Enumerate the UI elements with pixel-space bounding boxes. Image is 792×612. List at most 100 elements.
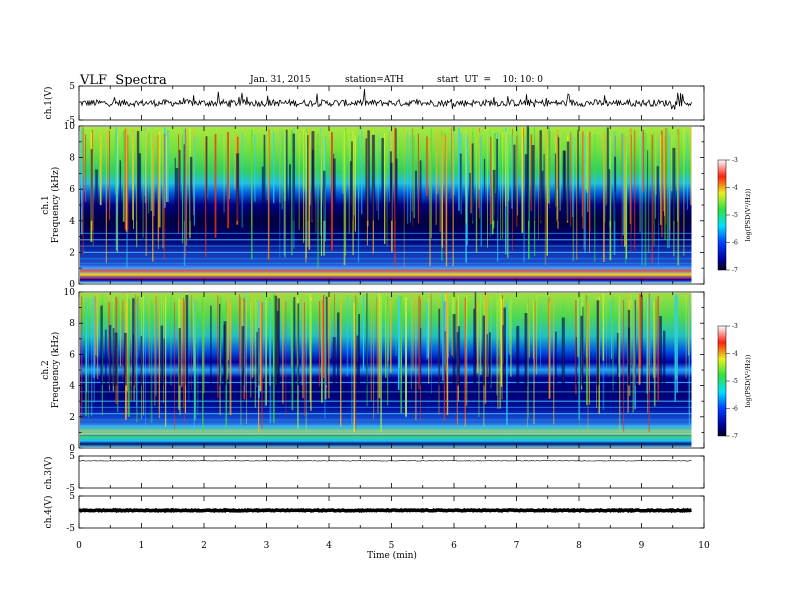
ch2-spectrogram-streak	[400, 295, 402, 414]
ch1-spectrogram-streak	[331, 131, 333, 253]
ch2-spectrogram-channel-label: ch.2	[41, 360, 51, 379]
ch2-spectrogram-streak	[197, 300, 199, 416]
ch2-spectrogram-streak	[272, 294, 275, 423]
ch2-spectrogram-streak	[302, 296, 304, 399]
ch2-spectrogram-streak	[427, 302, 429, 358]
ch1-spectrogram-streak	[266, 129, 268, 200]
ch1-spectrogram-streak	[145, 130, 148, 256]
ch2-spectrogram-streak	[653, 302, 655, 379]
ch1-spectrogram-gap	[351, 141, 353, 221]
ch1-spectrogram-streak	[321, 134, 323, 206]
ch2-spectrogram-streak	[93, 297, 95, 379]
ch1-spectrogram-streak	[163, 133, 166, 260]
ch1-spectrogram-band	[80, 262, 692, 265]
ch1-spectrogram-gap	[562, 150, 566, 221]
ch2-spectrogram-streak	[650, 295, 652, 366]
x-tick-label: 0	[76, 541, 82, 551]
ch1-spectrogram-streak	[358, 136, 360, 200]
ch1-spectrogram-streak	[651, 134, 653, 263]
ch2-spectrogram-streak	[94, 296, 96, 365]
ch1-spectrogram-background	[80, 127, 692, 283]
ch2-spectrogram-streak	[553, 294, 555, 425]
ch1-spectrogram-streak	[185, 128, 187, 258]
ch2-spectrogram-streak	[91, 298, 93, 417]
ch1-spectrogram-streak	[127, 135, 129, 235]
ch1-spectrogram-streak	[185, 134, 188, 247]
ch2-spectrogram-streak	[418, 295, 420, 390]
ch2-spectrogram-streak	[181, 298, 183, 388]
ch1-spectrogram-streak	[207, 131, 209, 199]
ch1-spectrogram-streak	[153, 135, 155, 217]
ch2-spectrogram-streak	[385, 300, 387, 378]
ch1-spectrogram-streak	[193, 136, 195, 226]
ch1-spectrogram-gap	[311, 149, 314, 221]
ch4-ylabel: ch.4(V)	[43, 496, 54, 529]
ch2-spectrogram-streak	[378, 293, 381, 399]
ch1-spectrogram-colorbar-tick-label: -5	[732, 212, 738, 219]
ch1-spectrogram-streak	[436, 134, 438, 195]
ch1-spectrogram-band	[80, 258, 692, 260]
ch2-spectrogram-streak	[497, 299, 499, 409]
ch1-spectrogram-streak	[308, 128, 311, 250]
ch2-spectrogram-streak	[353, 302, 355, 433]
ch1-spectrogram-streak	[125, 129, 128, 232]
ch1-spectrogram-colorbar-tick-label: -7	[732, 267, 738, 274]
ch2-spectrogram-ytick-label: 10	[64, 288, 76, 298]
ch1-spectrogram-streak	[544, 130, 547, 265]
ch1-spectrogram-streak	[517, 127, 518, 216]
ch1-spectrogram-gap	[524, 154, 528, 221]
ch1-spectrogram-streak	[157, 133, 160, 250]
ch1-spectrogram-streak	[690, 128, 692, 206]
ch2-spectrogram-gap	[223, 321, 227, 386]
ch1-spectrogram-streak	[660, 135, 662, 225]
ch2-spectrogram-streak	[194, 296, 196, 373]
ch1-spectrogram-streak	[99, 134, 102, 194]
ch1-spectrogram-streak	[144, 127, 147, 197]
ch2-spectrogram-gap	[185, 295, 189, 386]
ch1-spectrogram-streak	[604, 128, 606, 223]
ch1-spectrogram-streak	[268, 128, 270, 262]
ch1-spectrogram-streak	[394, 127, 396, 267]
ch2-spectrogram-gap	[100, 305, 103, 386]
ch2-spectrogram-band	[80, 425, 692, 427]
ch1-spectrogram-streak	[511, 134, 513, 209]
ch2-spectrogram-streak	[405, 297, 407, 416]
ch1-spectrogram-streak	[475, 136, 478, 253]
ch1-spectrogram-streak	[516, 135, 518, 228]
ch1-spectrogram-streak	[546, 128, 548, 235]
ch1-spectrogram-streak	[683, 128, 685, 256]
ch2-spectrogram-streak	[321, 300, 324, 378]
ch2-spectrogram-gap	[112, 328, 115, 386]
ch1-spectrogram-streak	[150, 135, 152, 211]
ch4-waveform-ytick-label: 5	[69, 492, 75, 502]
ch2-spectrogram-gap	[293, 297, 296, 386]
ch1-spectrogram-gap	[292, 133, 295, 221]
ch2-spectrogram-ytick-label: 4	[69, 382, 75, 392]
ch1-spectrogram-streak	[572, 128, 575, 261]
ch2-spectrogram-streak	[128, 299, 130, 417]
ch1-spectrogram-streak	[411, 127, 413, 212]
ch1-spectrogram-streak	[490, 136, 492, 225]
ch1-spectrogram-gap	[365, 138, 368, 221]
ch2-spectrogram-streak	[274, 300, 275, 431]
ch2-spectrogram-streak	[376, 297, 377, 371]
ch2-spectrogram-streak	[93, 294, 95, 403]
ch1-spectrogram-streak	[317, 133, 319, 269]
ch1-spectrogram-streak	[441, 135, 444, 248]
ch2-spectrogram-streak	[195, 301, 197, 419]
ch2-spectrogram-colorbar-tick-label: -4	[732, 351, 738, 358]
ch2-spectrogram-streak	[528, 298, 529, 419]
ch1-spectrogram-streak	[281, 128, 283, 210]
ch2-spectrogram-streak	[648, 293, 650, 433]
ch1-spectrogram-streak	[132, 127, 134, 220]
ch1-spectrogram-streak	[494, 133, 496, 193]
ch1-spectrogram-streak	[153, 135, 155, 262]
ch2-spectrogram-streak	[263, 299, 264, 379]
ch1-spectrogram-ytick-label: 8	[69, 154, 75, 164]
ch1-spectrogram-streak	[572, 135, 574, 217]
ch2-spectrogram-streak	[346, 295, 349, 377]
ch1-spectrogram-streak	[135, 135, 137, 241]
ch1-spectrogram-ytick-label: 4	[69, 217, 75, 227]
ch2-spectrogram-streak	[496, 293, 498, 396]
ch1-spectrogram-colorbar-tick-label: -6	[732, 240, 738, 247]
